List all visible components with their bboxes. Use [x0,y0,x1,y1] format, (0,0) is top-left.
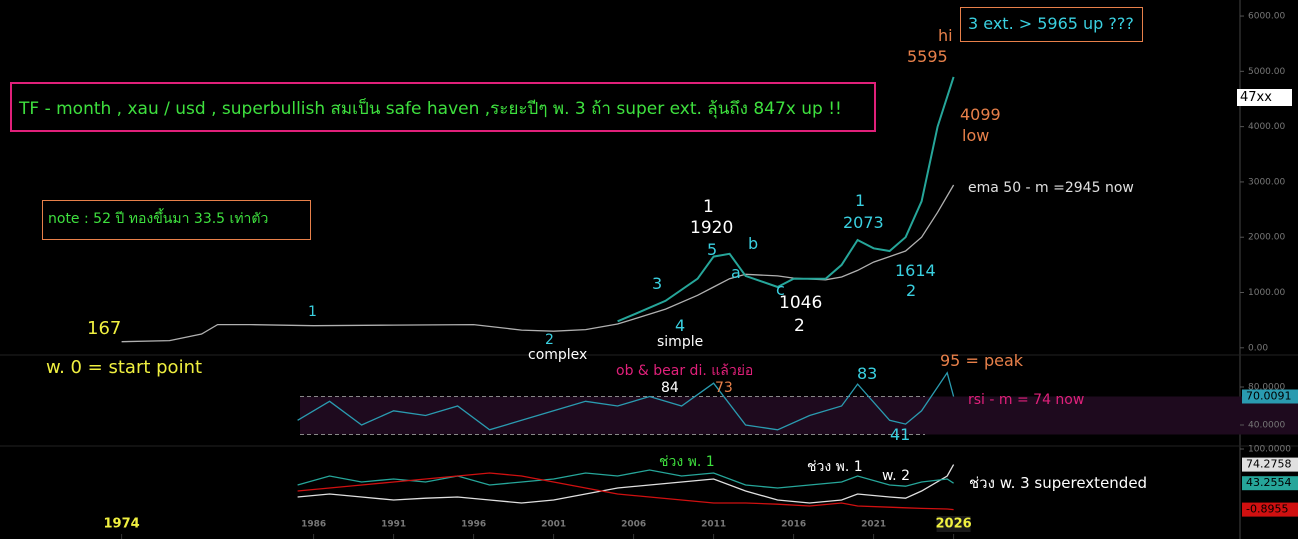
annotation: 1 [703,197,714,217]
annotation: a [731,263,741,282]
x-tick-label: 2016 [781,520,806,530]
annotation: 1 [308,304,317,320]
y-tick-label: 4000.00 [1248,122,1285,132]
annotation: 83 [857,364,878,383]
y-tick-label: 0.00 [1248,343,1268,353]
y-tick-label: 6000.00 [1248,12,1285,22]
annotation: b [748,234,759,253]
series-line [297,371,955,431]
annotation: 2073 [843,213,884,232]
annotation: 1614 [895,261,936,280]
annotation: ob & bear di. แล้วย่อ [616,363,754,379]
y-tick-label: 1000.00 [1248,288,1285,298]
annotation: ema 50 - m =2945 now [968,180,1134,196]
annotation: 5595 [907,47,948,66]
annotation: hi [938,26,953,45]
y-tick-label: 100.0000 [1248,445,1291,455]
annotation: 41 [890,425,911,444]
title: TF - month , xau / usd , superbullish สม… [19,99,842,119]
annotation: 2 [906,281,917,300]
note: note : 52 ปี ทองขึ้นมา 33.5 เท่าตัว [48,211,269,227]
note-box [42,200,311,240]
price-tag: 47xx [1237,89,1292,106]
x-tick-label: 2011 [701,520,726,530]
annotation: ช่วง พ. 1 [659,454,715,470]
value-tag-label: 70.0091 [1246,390,1292,403]
annotation: 4099 [960,105,1001,124]
y-tick-label: 80.0000 [1248,383,1285,393]
annotation: ช่วง w. 3 superextended [969,474,1148,492]
annotation: low [962,126,990,145]
series-line [297,472,954,511]
ext-box [960,7,1143,42]
annotation: 73 [715,380,733,396]
value-tag [1242,389,1298,404]
y-tick-label: 40.0000 [1248,421,1285,431]
x-tick-label: 1986 [301,520,326,530]
value-tag [1242,476,1298,491]
annotation: rsi - m = 74 now [968,392,1085,408]
annotation: 84 [661,380,679,396]
value-tag [1242,502,1298,517]
x-tick-label: 2026 [936,517,972,532]
y-tick-label: 5000.00 [1248,67,1285,77]
series-line [121,184,955,343]
annotation: 1046 [779,293,823,313]
series-line [297,464,955,504]
x-tick-label: 2006 [621,520,646,530]
annotation: 3 ext. > 5965 up ??? [968,14,1134,33]
ob-os-band [300,396,1298,435]
annotation: w. 2 [882,468,910,484]
x-tick-label: 2021 [861,520,886,530]
y-tick-label: 3000.00 [1248,177,1285,187]
annotation: ช่วง พ. 1 [807,459,863,475]
annotation: 2 [794,316,805,336]
x-highlight [936,516,971,532]
annotation: c [776,280,785,299]
annotation: 2 [545,332,554,348]
x-tick-label: 2001 [541,520,566,530]
annotation: 4 [675,316,686,335]
annotation: 95 = peak [940,351,1024,370]
annotation: 3 [652,274,663,293]
annotation: complex [528,347,588,363]
annotation: 1 [855,191,866,210]
annotation: 5 [707,240,718,259]
x-tick-label: 1996 [461,520,486,530]
title-box [10,82,876,132]
y-tick-label: 2000.00 [1248,233,1285,243]
annotation: w. 0 = start point [46,357,203,378]
series-line [617,76,955,323]
value-tag-label: -0.8955 [1246,503,1288,516]
annotation: 1920 [690,218,734,238]
series-line [297,469,954,489]
annotation: simple [657,334,704,350]
value-tag-label: 74.2758 [1246,458,1292,471]
value-tag-label: 43.2554 [1246,476,1292,489]
x-tick-label: 1991 [381,520,406,530]
x-tick-label: 1974 [104,517,140,532]
annotation: 167 [87,318,122,339]
value-tag [1242,457,1298,472]
